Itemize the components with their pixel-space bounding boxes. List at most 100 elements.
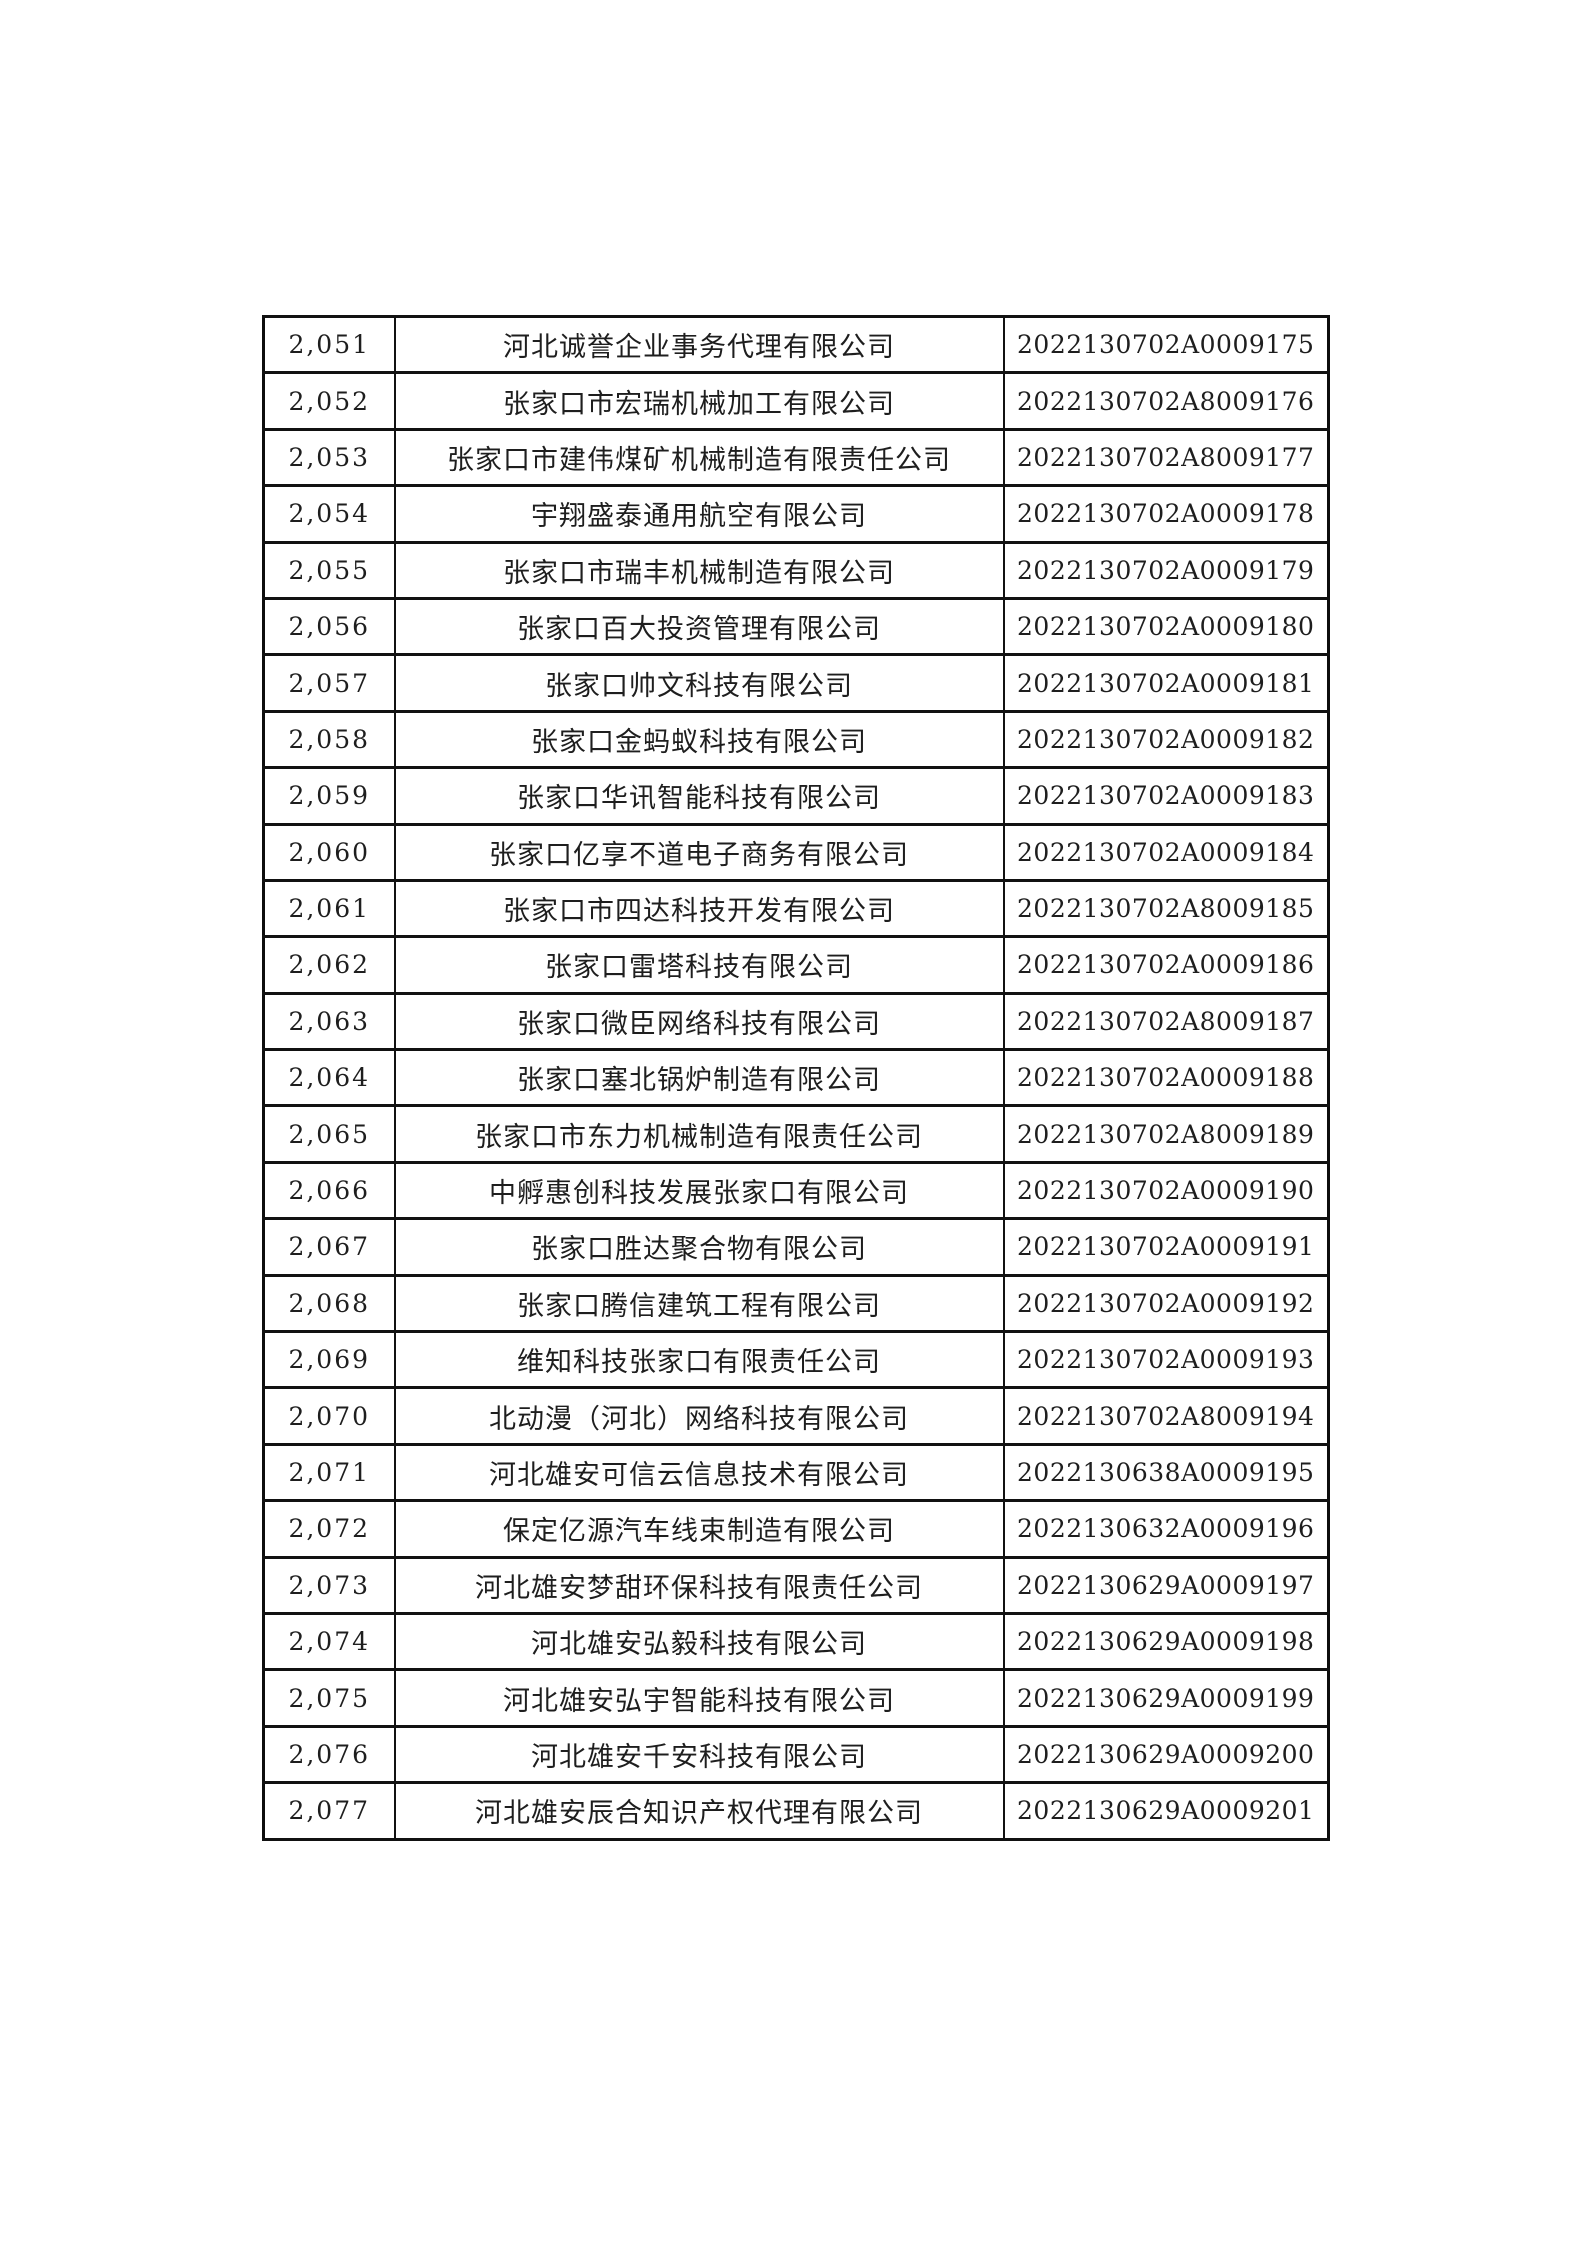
table-row: 2,055 张家口市瑞丰机械制造有限公司 2022130702A0009179 — [262, 540, 1330, 600]
company-cell: 张家口雷塔科技有限公司 — [393, 935, 1005, 995]
table-row: 2,052 张家口市宏瑞机械加工有限公司 2022130702A8009176 — [262, 371, 1330, 431]
code-cell: 2022130629A0009199 — [1002, 1668, 1330, 1728]
serial-cell: 2,053 — [262, 427, 396, 488]
code-cell: 2022130702A0009184 — [1002, 822, 1330, 882]
table-row: 2,072 保定亿源汽车线束制造有限公司 2022130632A0009196 — [262, 1499, 1330, 1559]
code-cell: 2022130702A8009194 — [1002, 1386, 1330, 1446]
serial-cell: 2,060 — [262, 822, 396, 882]
table-row: 2,070 北动漫（河北）网络科技有限公司 2022130702A8009194 — [262, 1386, 1330, 1446]
company-cell: 张家口金蚂蚁科技有限公司 — [393, 709, 1005, 770]
table-row: 2,058 张家口金蚂蚁科技有限公司 2022130702A0009182 — [262, 709, 1330, 770]
code-cell: 2022130638A0009195 — [1002, 1442, 1330, 1503]
serial-cell: 2,075 — [262, 1668, 396, 1728]
serial-cell: 2,058 — [262, 709, 396, 770]
serial-cell: 2,054 — [262, 484, 396, 544]
table-row: 2,073 河北雄安梦甜环保科技有限责任公司 2022130629A000919… — [262, 1555, 1330, 1615]
code-cell: 2022130702A8009187 — [1002, 991, 1330, 1052]
table-row: 2,057 张家口帅文科技有限公司 2022130702A0009181 — [262, 653, 1330, 713]
code-cell: 2022130702A0009181 — [1002, 653, 1330, 713]
serial-cell: 2,052 — [262, 371, 396, 431]
code-cell: 2022130702A0009178 — [1002, 484, 1330, 544]
table-row: 2,075 河北雄安弘宇智能科技有限公司 2022130629A0009199 — [262, 1668, 1330, 1728]
code-cell: 2022130702A0009188 — [1002, 1048, 1330, 1108]
code-cell: 2022130702A0009186 — [1002, 935, 1330, 995]
company-cell: 张家口胜达聚合物有限公司 — [393, 1217, 1005, 1277]
table-row: 2,053 张家口市建伟煤矿机械制造有限责任公司 2022130702A8009… — [262, 427, 1330, 488]
table-row: 2,077 河北雄安辰合知识产权代理有限公司 2022130629A000920… — [262, 1781, 1330, 1841]
company-cell: 张家口亿享不道电子商务有限公司 — [393, 822, 1005, 882]
serial-cell: 2,074 — [262, 1611, 396, 1672]
table-row: 2,062 张家口雷塔科技有限公司 2022130702A0009186 — [262, 935, 1330, 995]
code-cell: 2022130702A8009176 — [1002, 371, 1330, 431]
table-row: 2,069 维知科技张家口有限责任公司 2022130702A0009193 — [262, 1330, 1330, 1390]
company-cell: 中孵惠创科技发展张家口有限公司 — [393, 1160, 1005, 1221]
table-row: 2,071 河北雄安可信云信息技术有限公司 2022130638A0009195 — [262, 1442, 1330, 1503]
company-cell: 北动漫（河北）网络科技有限公司 — [393, 1386, 1005, 1446]
serial-cell: 2,070 — [262, 1386, 396, 1446]
serial-cell: 2,076 — [262, 1724, 396, 1785]
company-cell: 河北雄安弘宇智能科技有限公司 — [393, 1668, 1005, 1728]
company-cell: 河北雄安辰合知识产权代理有限公司 — [393, 1781, 1005, 1841]
code-cell: 2022130629A0009200 — [1002, 1724, 1330, 1785]
serial-cell: 2,077 — [262, 1781, 396, 1841]
company-cell: 维知科技张家口有限责任公司 — [393, 1330, 1005, 1390]
table-row: 2,063 张家口微臣网络科技有限公司 2022130702A8009187 — [262, 991, 1330, 1052]
company-cell: 河北雄安千安科技有限公司 — [393, 1724, 1005, 1785]
serial-cell: 2,066 — [262, 1160, 396, 1221]
table-row: 2,074 河北雄安弘毅科技有限公司 2022130629A0009198 — [262, 1611, 1330, 1672]
table-row: 2,059 张家口华讯智能科技有限公司 2022130702A0009183 — [262, 766, 1330, 826]
company-table: 2,051 河北诚誉企业事务代理有限公司 2022130702A0009175 … — [262, 314, 1330, 1841]
code-cell: 2022130629A0009197 — [1002, 1555, 1330, 1615]
company-cell: 宇翔盛泰通用航空有限公司 — [393, 484, 1005, 544]
serial-cell: 2,071 — [262, 1442, 396, 1503]
code-cell: 2022130629A0009198 — [1002, 1611, 1330, 1672]
code-cell: 2022130702A8009177 — [1002, 427, 1330, 488]
code-cell: 2022130702A0009191 — [1002, 1217, 1330, 1277]
table-row: 2,061 张家口市四达科技开发有限公司 2022130702A8009185 — [262, 878, 1330, 939]
code-cell: 2022130702A0009182 — [1002, 709, 1330, 770]
company-cell: 保定亿源汽车线束制造有限公司 — [393, 1499, 1005, 1559]
code-cell: 2022130702A0009180 — [1002, 596, 1330, 657]
company-cell: 张家口市四达科技开发有限公司 — [393, 878, 1005, 939]
code-cell: 2022130702A8009189 — [1002, 1104, 1330, 1164]
serial-cell: 2,059 — [262, 766, 396, 826]
company-cell: 河北诚誉企业事务代理有限公司 — [393, 314, 1005, 375]
serial-cell: 2,067 — [262, 1217, 396, 1277]
company-cell: 张家口市瑞丰机械制造有限公司 — [393, 540, 1005, 600]
table-body: 2,051 河北诚誉企业事务代理有限公司 2022130702A0009175 … — [262, 314, 1330, 1841]
company-cell: 张家口华讯智能科技有限公司 — [393, 766, 1005, 826]
serial-cell: 2,073 — [262, 1555, 396, 1615]
company-cell: 张家口百大投资管理有限公司 — [393, 596, 1005, 657]
table-row: 2,076 河北雄安千安科技有限公司 2022130629A0009200 — [262, 1724, 1330, 1785]
table-row: 2,068 张家口腾信建筑工程有限公司 2022130702A0009192 — [262, 1273, 1330, 1334]
code-cell: 2022130702A0009193 — [1002, 1330, 1330, 1390]
serial-cell: 2,061 — [262, 878, 396, 939]
table-row: 2,054 宇翔盛泰通用航空有限公司 2022130702A0009178 — [262, 484, 1330, 544]
code-cell: 2022130702A0009179 — [1002, 540, 1330, 600]
serial-cell: 2,062 — [262, 935, 396, 995]
serial-cell: 2,063 — [262, 991, 396, 1052]
table-row: 2,051 河北诚誉企业事务代理有限公司 2022130702A0009175 — [262, 314, 1330, 375]
code-cell: 2022130702A0009192 — [1002, 1273, 1330, 1334]
serial-cell: 2,064 — [262, 1048, 396, 1108]
company-cell: 张家口腾信建筑工程有限公司 — [393, 1273, 1005, 1334]
company-cell: 河北雄安可信云信息技术有限公司 — [393, 1442, 1005, 1503]
code-cell: 2022130702A8009185 — [1002, 878, 1330, 939]
serial-cell: 2,057 — [262, 653, 396, 713]
code-cell: 2022130632A0009196 — [1002, 1499, 1330, 1559]
table-row: 2,065 张家口市东力机械制造有限责任公司 2022130702A800918… — [262, 1104, 1330, 1164]
serial-cell: 2,056 — [262, 596, 396, 657]
serial-cell: 2,069 — [262, 1330, 396, 1390]
code-cell: 2022130702A0009190 — [1002, 1160, 1330, 1221]
company-cell: 张家口帅文科技有限公司 — [393, 653, 1005, 713]
code-cell: 2022130702A0009183 — [1002, 766, 1330, 826]
serial-cell: 2,072 — [262, 1499, 396, 1559]
serial-cell: 2,068 — [262, 1273, 396, 1334]
serial-cell: 2,055 — [262, 540, 396, 600]
serial-cell: 2,051 — [262, 314, 396, 375]
table-row: 2,056 张家口百大投资管理有限公司 2022130702A0009180 — [262, 596, 1330, 657]
company-cell: 张家口市建伟煤矿机械制造有限责任公司 — [393, 427, 1005, 488]
table-row: 2,067 张家口胜达聚合物有限公司 2022130702A0009191 — [262, 1217, 1330, 1277]
table-row: 2,060 张家口亿享不道电子商务有限公司 2022130702A0009184 — [262, 822, 1330, 882]
